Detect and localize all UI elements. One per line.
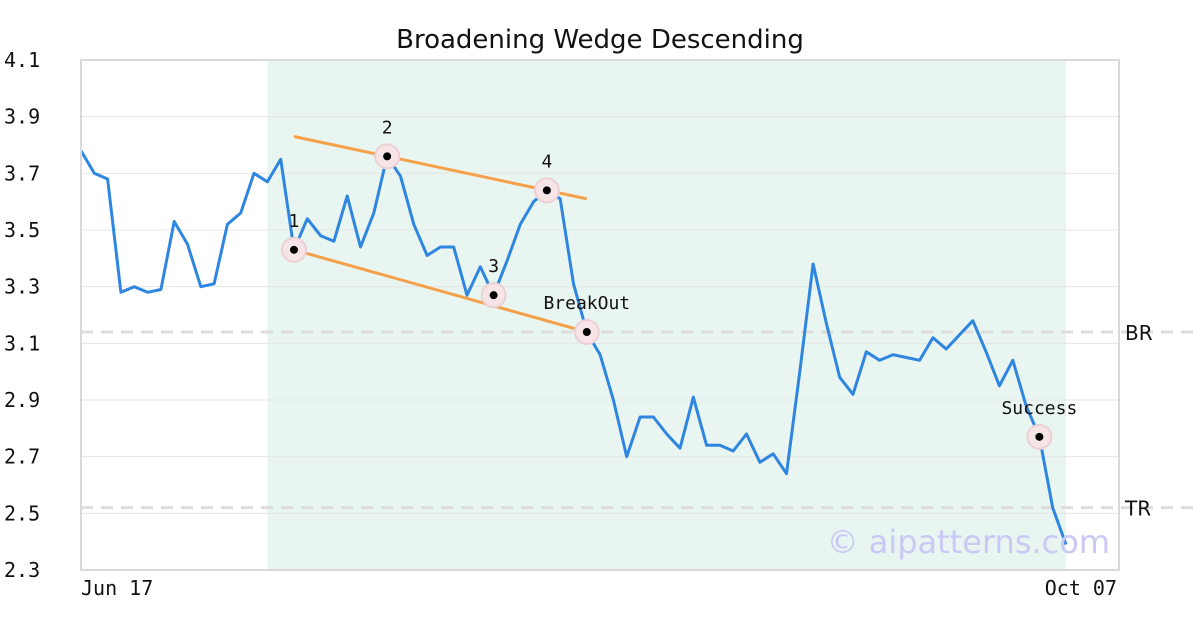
y-tick-label: 3.5 — [4, 218, 40, 242]
y-tick-label: 3.9 — [4, 105, 40, 129]
pattern-point-marker — [582, 328, 591, 336]
pattern-point-marker — [289, 245, 298, 254]
y-axis: 4.1 3.9 3.7 3.5 3.3 3.1 2.9 2.7 2.5 2.3 — [4, 48, 40, 582]
pattern-points: 1 2 3 4 BreakOut Success — [280, 117, 1077, 450]
pattern-point-label: 4 — [541, 151, 552, 172]
reference-line-label: TR — [1124, 497, 1151, 521]
y-tick-label: 4.1 — [4, 48, 40, 72]
trendline — [293, 248, 588, 334]
x-axis: Jun 17 Oct 07 — [81, 576, 1117, 600]
pattern-highlight-region — [267, 60, 1067, 570]
watermark-text: © aipatterns.com — [827, 523, 1110, 561]
pattern-point-marker — [1035, 432, 1044, 441]
pattern-point-label: 3 — [488, 256, 499, 277]
pattern-point-marker — [489, 291, 498, 300]
chart-title: Broadening Wedge Descending — [396, 25, 804, 55]
x-tick-label: Oct 07 — [1045, 576, 1117, 600]
pattern-point-label: Success — [1001, 398, 1077, 419]
pattern-point-label: 2 — [382, 117, 393, 138]
y-tick-label: 2.9 — [4, 388, 40, 412]
pattern-point-marker — [542, 186, 551, 195]
y-tick-label: 2.3 — [4, 558, 40, 582]
y-tick-label: 3.1 — [4, 331, 40, 355]
y-tick-label: 2.7 — [4, 445, 40, 469]
y-tick-label: 3.7 — [4, 161, 40, 185]
price-series-line — [79, 149, 1068, 546]
y-tick-label: 3.3 — [4, 275, 40, 299]
x-tick-label: Jun 17 — [81, 576, 153, 600]
reference-lines: BR TR — [81, 321, 1200, 521]
plot-frame — [80, 59, 1120, 571]
pattern-point-marker — [383, 152, 392, 161]
pattern-point-label: BreakOut — [543, 293, 630, 314]
reference-line-label: BR — [1125, 321, 1153, 345]
pattern-point-label: 1 — [289, 211, 300, 232]
y-tick-label: 2.5 — [4, 501, 40, 525]
